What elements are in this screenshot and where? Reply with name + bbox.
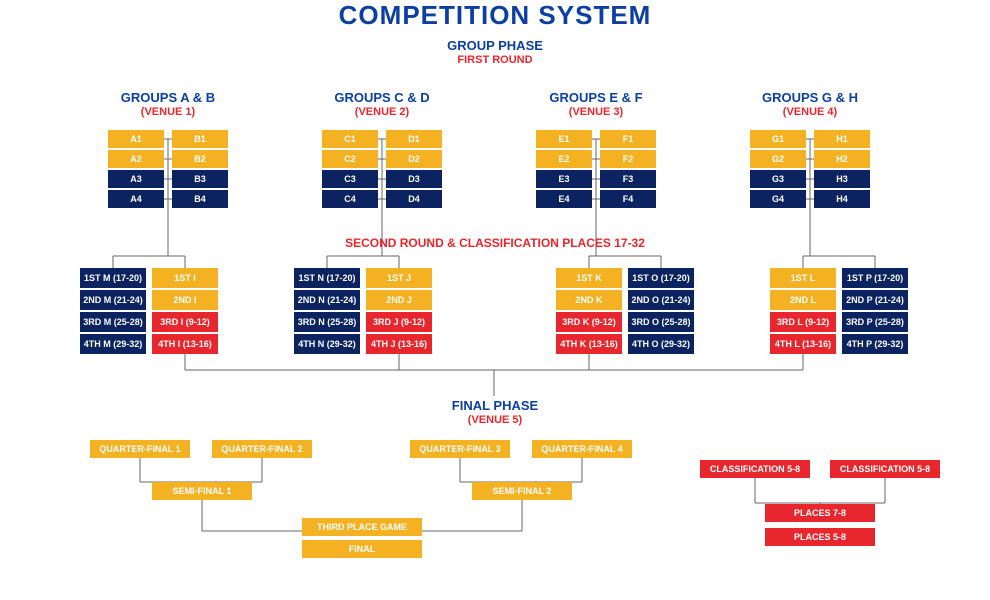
second-round-cell: 3RD O (25-28) [628,312,694,332]
second-round-cell: 1ST O (17-20) [628,268,694,288]
group-cell: B1 [172,130,228,148]
final-cell: FINAL [302,540,422,558]
group-cell: E3 [536,170,592,188]
group-cell: C4 [322,190,378,208]
second-round-cell: 3RD L (9-12) [770,312,836,332]
final-cell: THIRD PLACE GAME [302,518,422,536]
second-round-cell: 2ND K [556,290,622,310]
group-cell: E4 [536,190,592,208]
group-cell: C3 [322,170,378,188]
group-cell: A2 [108,150,164,168]
second-round-cell: 4TH I (13-16) [152,334,218,354]
group-cell: H1 [814,130,870,148]
final-cell: SEMI-FINAL 1 [152,482,252,500]
group-cell: B4 [172,190,228,208]
group-cell: B2 [172,150,228,168]
second-round-cell: 1ST M (17-20) [80,268,146,288]
second-round-cell: 4TH J (13-16) [366,334,432,354]
first-round-title: FIRST ROUND [0,54,990,66]
final-phase-venue: (VENUE 5) [0,414,990,426]
second-round-cell: 1ST P (17-20) [842,268,908,288]
group-cell: D4 [386,190,442,208]
group-cell: C2 [322,150,378,168]
second-round-cell: 2ND J [366,290,432,310]
group-cell: G1 [750,130,806,148]
group-cell: A1 [108,130,164,148]
group-cell: E2 [536,150,592,168]
second-round-cell: 4TH N (29-32) [294,334,360,354]
second-round-cell: 3RD J (9-12) [366,312,432,332]
second-round-cell: 3RD I (9-12) [152,312,218,332]
second-round-cell: 1ST L [770,268,836,288]
second-round-cell: 4TH O (29-32) [628,334,694,354]
group-cell: H3 [814,170,870,188]
group-cell: H4 [814,190,870,208]
second-round-cell: 1ST K [556,268,622,288]
venue-subtitle: (VENUE 4) [750,106,870,118]
second-round-cell: 3RD K (9-12) [556,312,622,332]
second-round-cell: 1ST J [366,268,432,288]
second-round-cell: 1ST I [152,268,218,288]
second-round-cell: 2ND M (21-24) [80,290,146,310]
second-round-cell: 1ST N (17-20) [294,268,360,288]
final-cell: PLACES 5-8 [765,528,875,546]
group-cell: D2 [386,150,442,168]
group-cell: F3 [600,170,656,188]
venue-subtitle: (VENUE 1) [108,106,228,118]
final-cell: QUARTER-FINAL 3 [410,440,510,458]
group-cell: A4 [108,190,164,208]
final-cell: QUARTER-FINAL 1 [90,440,190,458]
second-round-title: SECOND ROUND & CLASSIFICATION PLACES 17-… [0,236,990,250]
final-cell: CLASSIFICATION 5-8 [830,460,940,478]
final-cell: QUARTER-FINAL 4 [532,440,632,458]
final-cell: SEMI-FINAL 2 [472,482,572,500]
venue-subtitle: (VENUE 2) [322,106,442,118]
group-cell: G3 [750,170,806,188]
second-round-cell: 4TH K (13-16) [556,334,622,354]
second-round-cell: 3RD M (25-28) [80,312,146,332]
main-title: COMPETITION SYSTEM [0,0,990,31]
second-round-cell: 2ND O (21-24) [628,290,694,310]
group-cell: C1 [322,130,378,148]
group-phase-title: GROUP PHASE [0,38,990,53]
group-cell: F1 [600,130,656,148]
second-round-cell: 3RD P (25-28) [842,312,908,332]
second-round-cell: 4TH M (29-32) [80,334,146,354]
final-cell: PLACES 7-8 [765,504,875,522]
second-round-cell: 2ND I [152,290,218,310]
venue-title: GROUPS C & D [322,90,442,105]
second-round-cell: 4TH L (13-16) [770,334,836,354]
final-phase-title: FINAL PHASE [0,398,990,413]
final-cell: CLASSIFICATION 5-8 [700,460,810,478]
group-cell: F2 [600,150,656,168]
group-cell: B3 [172,170,228,188]
second-round-cell: 3RD N (25-28) [294,312,360,332]
venue-title: GROUPS A & B [108,90,228,105]
venue-title: GROUPS G & H [750,90,870,105]
group-cell: G2 [750,150,806,168]
group-cell: D1 [386,130,442,148]
venue-title: GROUPS E & F [536,90,656,105]
second-round-cell: 2ND P (21-24) [842,290,908,310]
group-cell: H2 [814,150,870,168]
group-cell: E1 [536,130,592,148]
second-round-cell: 4TH P (29-32) [842,334,908,354]
group-cell: G4 [750,190,806,208]
group-cell: D3 [386,170,442,188]
group-cell: F4 [600,190,656,208]
venue-subtitle: (VENUE 3) [536,106,656,118]
group-cell: A3 [108,170,164,188]
second-round-cell: 2ND N (21-24) [294,290,360,310]
second-round-cell: 2ND L [770,290,836,310]
final-cell: QUARTER-FINAL 2 [212,440,312,458]
